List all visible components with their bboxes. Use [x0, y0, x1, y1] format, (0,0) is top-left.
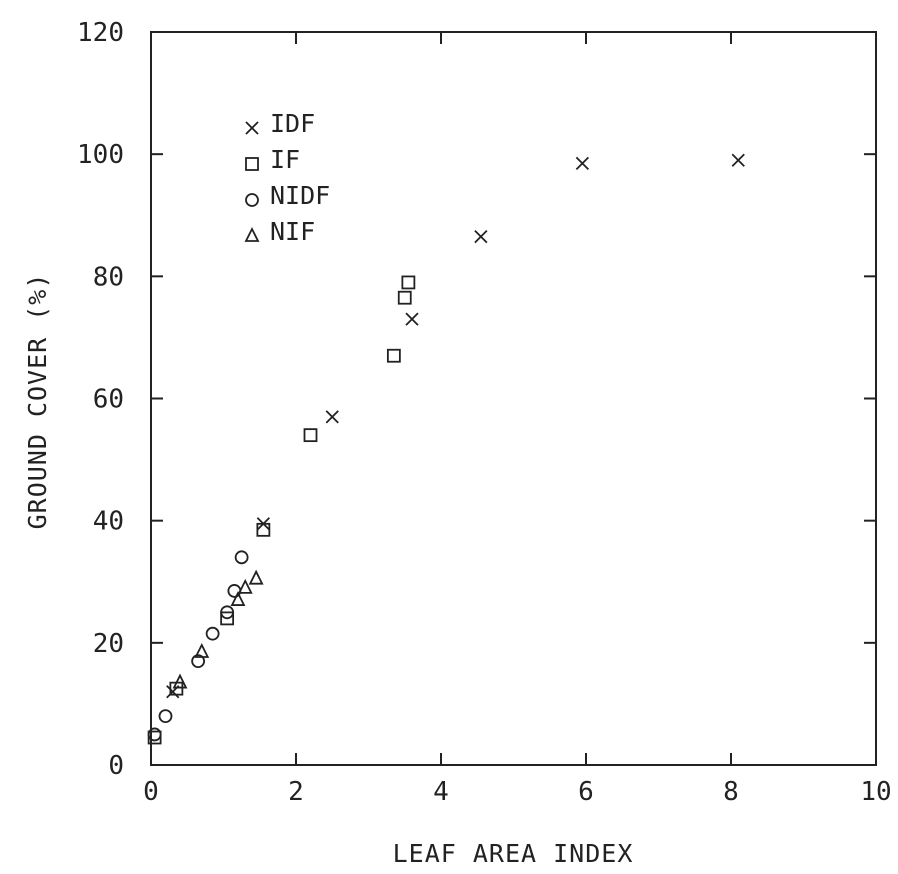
point-idf	[575, 156, 590, 170]
legend-marker-nif	[244, 226, 260, 242]
y-tick-label: 60	[93, 385, 124, 415]
point-idf	[325, 410, 339, 424]
marks-layer	[147, 153, 745, 745]
point-idf	[731, 153, 745, 167]
point-nidf	[220, 605, 235, 620]
point-nidf	[234, 550, 249, 565]
y-tick-label: 0	[108, 751, 124, 781]
legend-label-idf: IDF	[270, 109, 315, 138]
x-tick-label: 0	[143, 777, 159, 807]
point-if	[303, 428, 318, 443]
y-tick-label: 40	[93, 507, 124, 537]
point-idf	[405, 312, 419, 326]
y-tick-label: 20	[93, 629, 124, 659]
legend-label-if: IF	[270, 145, 300, 174]
x-tick-label: 6	[578, 777, 594, 807]
legend-label-nidf: NIDF	[270, 181, 330, 210]
legend-marker-idf	[245, 121, 259, 135]
y-tick-label: 80	[93, 262, 124, 292]
y-tick-label: 120	[77, 18, 124, 48]
plot-frame	[150, 31, 877, 766]
point-nif	[237, 578, 253, 594]
point-nidf	[205, 626, 220, 641]
point-if	[220, 611, 235, 626]
legend-label-nif: NIF	[270, 217, 315, 246]
x-tick-label: 8	[723, 777, 739, 807]
y-tick-label: 100	[77, 140, 124, 170]
point-nif	[248, 569, 264, 585]
point-nif	[194, 642, 210, 658]
point-if	[397, 290, 412, 305]
x-tick-label: 10	[860, 777, 891, 807]
point-nidf	[147, 727, 162, 742]
x-tick-label: 2	[288, 777, 304, 807]
legend: IDF IF NIDF NIF	[244, 109, 330, 246]
point-nif	[172, 673, 188, 689]
y-axis-title: GROUND COVER (%)	[23, 273, 52, 530]
x-axis-title: LEAF AREA INDEX	[393, 839, 634, 868]
point-if	[401, 275, 416, 290]
point-idf	[474, 229, 488, 244]
legend-marker-if	[245, 157, 259, 171]
x-tick-label: 4	[433, 777, 449, 807]
point-nif	[230, 591, 246, 606]
point-nidf	[191, 654, 206, 669]
point-nidf	[158, 709, 173, 724]
point-if	[256, 522, 271, 537]
legend-marker-nidf	[245, 193, 259, 207]
point-if	[386, 348, 401, 363]
